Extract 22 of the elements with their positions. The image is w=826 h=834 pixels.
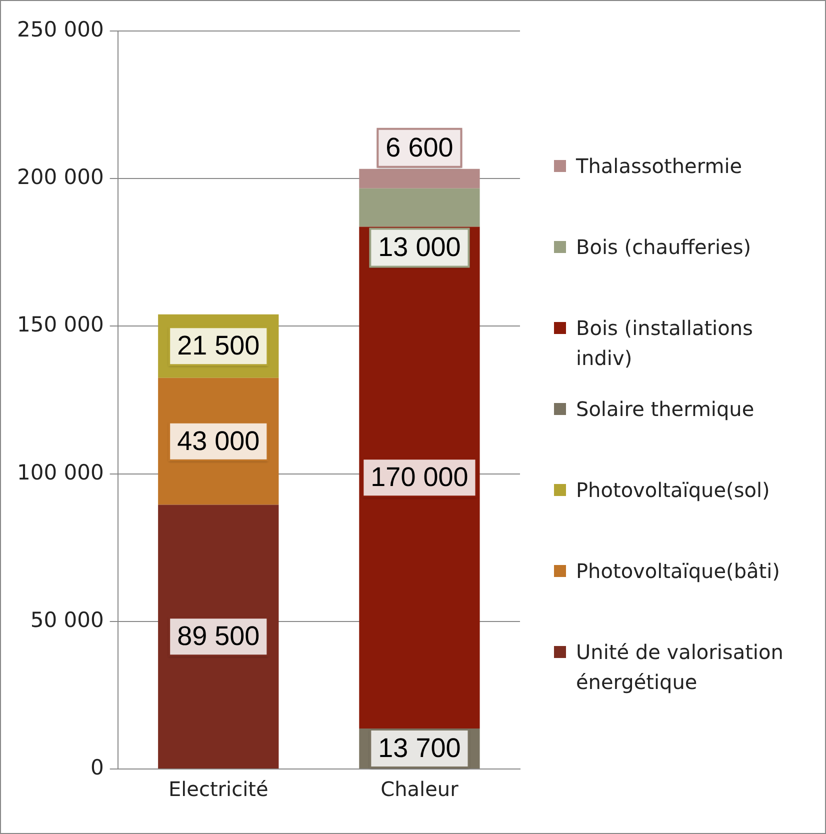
data-label: 21 500 <box>177 330 260 361</box>
legend-label: Thalassothermie <box>576 153 742 180</box>
y-tick-label: 100 000 <box>16 460 104 484</box>
legend-label: Unité de valorisation énergétique <box>576 639 784 696</box>
data-label: 89 500 <box>177 621 260 652</box>
x-tick-label: Chaleur <box>380 777 460 802</box>
y-tick-label: 250 000 <box>16 17 104 42</box>
data-label: 6 600 <box>386 132 454 162</box>
data-label: 170 000 <box>370 462 468 492</box>
data-label: 13 000 <box>378 232 461 262</box>
y-tick-label: 50 000 <box>30 608 104 632</box>
legend-label: Solaire thermique <box>576 396 754 423</box>
legend-label: Photovoltaïque(bâti) <box>576 558 780 585</box>
y-tick-label: 200 000 <box>16 165 104 190</box>
legend-label: Bois (installations indiv) <box>576 315 754 372</box>
data-label: 13 700 <box>378 732 461 763</box>
legend-label: Bois (chaufferies) <box>576 234 752 261</box>
x-tick-label: Electricité <box>168 777 268 802</box>
legend-label: Photovoltaïque(sol) <box>576 477 770 504</box>
y-tick-label: 0 <box>90 755 104 780</box>
y-tick-label: 150 000 <box>16 312 104 337</box>
data-label: 43 000 <box>177 426 260 456</box>
